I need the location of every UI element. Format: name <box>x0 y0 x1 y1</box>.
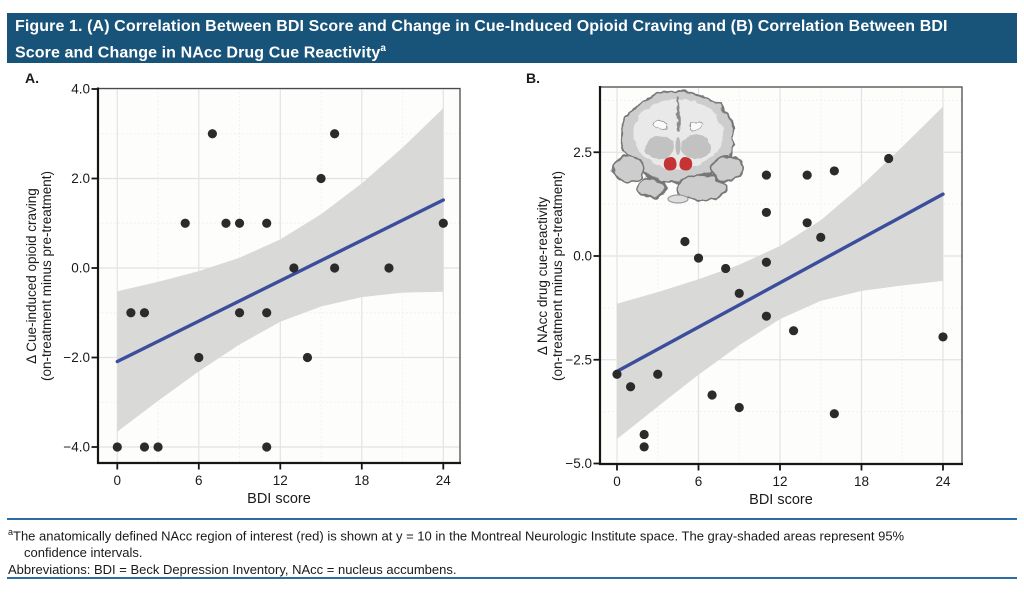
data-point <box>302 352 313 363</box>
panel-label: A. <box>25 70 39 86</box>
data-point <box>938 332 948 342</box>
y-tick-label: 2.0 <box>71 171 90 186</box>
y-tick-label: 4.0 <box>71 82 90 97</box>
x-tick-label: 24 <box>935 474 951 489</box>
figure-header: Figure 1. (A) Correlation Between BDI Sc… <box>7 13 1017 63</box>
y-axis-title-line1: Δ NAcc drug cue-reactivity <box>535 197 550 356</box>
data-point <box>194 352 204 363</box>
confidence-interval-band <box>117 108 444 432</box>
confidence-interval-band <box>617 106 943 440</box>
data-point <box>207 129 217 139</box>
regression-line <box>115 198 445 364</box>
data-point <box>262 308 272 318</box>
data-point <box>802 218 812 228</box>
data-point <box>180 218 190 228</box>
y-tick-label: −4.0 <box>63 440 90 455</box>
figure-title-line1: Figure 1. (A) Correlation Between BDI Sc… <box>15 18 948 35</box>
y-tick-label: −2.5 <box>565 352 592 367</box>
data-point <box>761 257 772 267</box>
x-tick-label: 0 <box>613 474 621 489</box>
scatter-points <box>112 129 448 452</box>
data-point <box>438 218 448 228</box>
data-point <box>829 166 839 176</box>
data-point <box>734 288 744 298</box>
scatter-points <box>612 153 948 452</box>
footnote-text-line1: The anatomically defined NAcc region of … <box>13 528 905 544</box>
panel-b-scatter-chart: 0 6 12 18 24 2.5 0.0 −2.5 −5.0 BDI score Δ NAcc dr… <box>526 70 963 508</box>
x-tick-label: 18 <box>854 474 869 489</box>
y-tick-label: −2.0 <box>63 350 90 365</box>
footnotes: aThe anatomically defined NAcc region of… <box>8 524 1016 578</box>
y-axis-title-line2: (on-treatment minus pre-treatment) <box>550 171 565 381</box>
regression-line <box>615 192 945 374</box>
figure-title-superscript: a <box>380 42 387 54</box>
panel-a-scatter-chart: 0 6 12 18 24 4.0 2.0 0.0 −2.0 −4.0 BDI score Δ Cue-… <box>24 70 461 507</box>
data-point <box>234 218 245 228</box>
brain-inset-coronal-slice <box>612 91 744 204</box>
data-point <box>612 369 622 379</box>
x-tick-label: 12 <box>273 473 288 488</box>
y-axis-title-line1: Δ Cue-induced opioid craving <box>24 188 39 364</box>
x-tick-label: 6 <box>195 473 203 488</box>
data-point <box>721 263 731 274</box>
data-point <box>639 429 649 440</box>
brain-third-ventricle <box>675 137 681 155</box>
data-point <box>693 253 704 263</box>
footnote-separator-top <box>7 518 1017 520</box>
x-tick-label: 0 <box>114 473 122 488</box>
x-tick-label: 6 <box>695 474 703 489</box>
data-point <box>884 153 894 164</box>
nacc-region-left <box>663 157 677 171</box>
figure-title: Figure 1. (A) Correlation Between BDI Sc… <box>15 16 1009 63</box>
x-tick-label: 24 <box>436 473 452 488</box>
data-point <box>829 409 839 419</box>
brain-stem-slice <box>667 194 689 204</box>
brain-white-matter <box>633 96 723 169</box>
data-point <box>639 442 649 452</box>
data-point <box>802 170 812 180</box>
figure-title-line2: Score and Change in NAcc Drug Cue Reacti… <box>15 43 381 61</box>
data-point <box>139 442 150 452</box>
data-point <box>761 311 772 321</box>
data-point <box>139 308 150 318</box>
nacc-region-right <box>679 157 693 171</box>
data-point <box>680 236 690 247</box>
data-point <box>384 263 394 273</box>
data-point <box>734 402 744 413</box>
footnote-abbreviations: Abbreviations: BDI = Beck Depression Inv… <box>8 562 457 578</box>
data-point <box>761 170 772 180</box>
data-point <box>316 173 326 184</box>
data-point <box>262 442 272 452</box>
x-axis-title: BDI score <box>247 491 311 507</box>
y-tick-label: 0.0 <box>71 261 90 276</box>
data-point <box>653 369 663 379</box>
data-point <box>234 308 245 318</box>
data-point <box>330 129 340 139</box>
y-axis-title-line2: (on-treatment minus pre-treatment) <box>39 171 54 381</box>
data-point <box>126 308 136 318</box>
y-tick-label: 0.0 <box>573 249 592 264</box>
x-axis-title: BDI score <box>749 492 813 508</box>
data-point <box>289 263 299 273</box>
data-point <box>707 390 717 400</box>
panel-label: B. <box>526 70 540 86</box>
x-tick-label: 12 <box>772 474 787 489</box>
data-point <box>262 218 272 228</box>
footnote-a: aThe anatomically defined NAcc region of… <box>8 524 1016 561</box>
x-tick-label: 18 <box>354 473 369 488</box>
footnote-superscript: a <box>8 527 14 537</box>
data-point <box>788 326 799 336</box>
data-point <box>112 442 122 452</box>
data-point <box>221 218 231 228</box>
data-point <box>761 207 772 218</box>
data-point <box>816 232 826 242</box>
data-point <box>330 263 340 273</box>
footnote-text-line2: confidence intervals. <box>24 545 143 561</box>
y-tick-label: 2.5 <box>573 145 592 160</box>
y-tick-label: −5.0 <box>565 456 592 471</box>
footnote-separator-bottom <box>7 577 1017 579</box>
data-point <box>625 382 636 392</box>
data-point <box>153 442 163 452</box>
